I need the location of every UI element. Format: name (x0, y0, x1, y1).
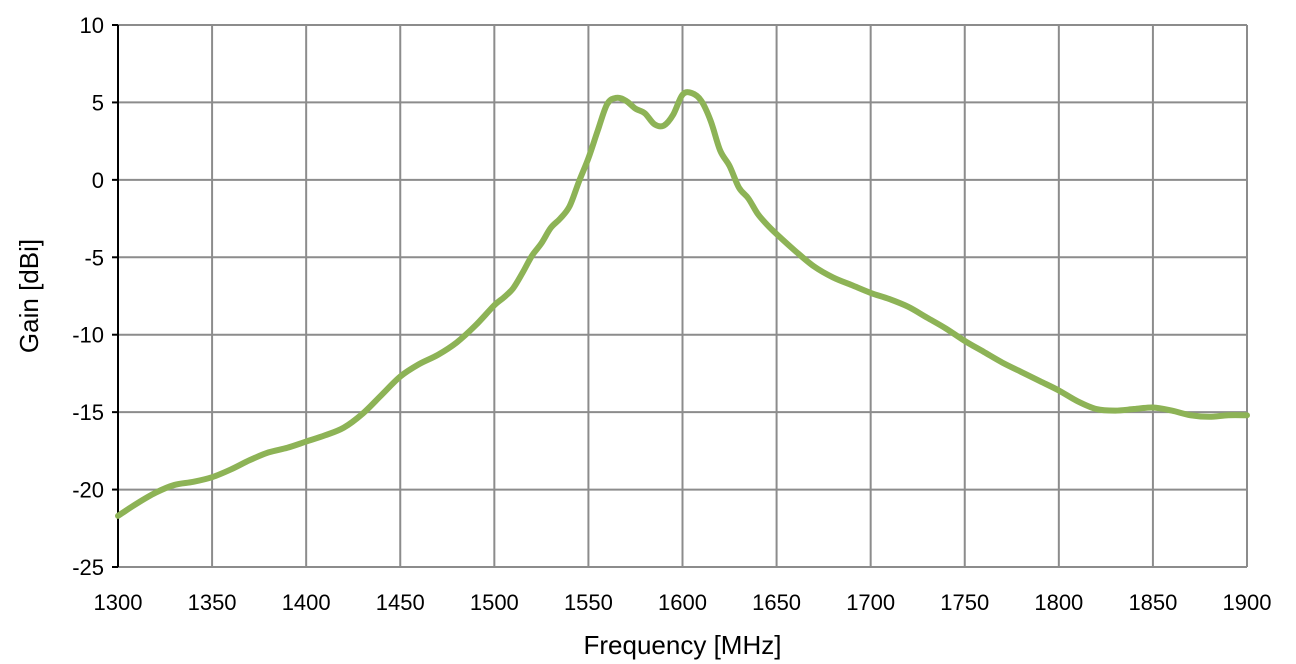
x-tick-label: 1300 (94, 590, 143, 615)
y-tick-labels: 10 5 0 -5 -10 -15 -20 -25 (72, 13, 118, 580)
y-axis-title: Gain [dBi] (14, 239, 44, 353)
y-tick-label: 0 (92, 168, 104, 193)
series-line-gain (115, 89, 1250, 519)
y-tick-label: -15 (72, 400, 104, 425)
y-tick-label: -5 (84, 245, 104, 270)
x-tick-label: 1600 (658, 590, 707, 615)
x-tick-label: 1450 (376, 590, 425, 615)
x-tick-label: 1650 (752, 590, 801, 615)
y-tick-label: -20 (72, 478, 104, 503)
x-tick-label: 1900 (1223, 590, 1272, 615)
x-tick-label: 1800 (1034, 590, 1083, 615)
y-tick-label: 5 (92, 90, 104, 115)
x-tick-labels: 1300 1350 1400 1450 1500 1550 1600 1650 1700 1750… (94, 590, 1272, 615)
y-tick-label: 10 (80, 13, 104, 38)
y-tick-label: -10 (72, 323, 104, 348)
plot-grid (117, 24, 1248, 568)
x-tick-label: 1400 (282, 590, 331, 615)
x-tick-label: 1850 (1128, 590, 1177, 615)
x-axis-title: Frequency [MHz] (584, 630, 782, 660)
x-tick-label: 1350 (188, 590, 237, 615)
y-tick-label: -25 (72, 555, 104, 580)
x-tick-label: 1700 (846, 590, 895, 615)
x-tick-label: 1550 (564, 590, 613, 615)
x-tick-label: 1500 (470, 590, 519, 615)
x-tick-label: 1750 (940, 590, 989, 615)
